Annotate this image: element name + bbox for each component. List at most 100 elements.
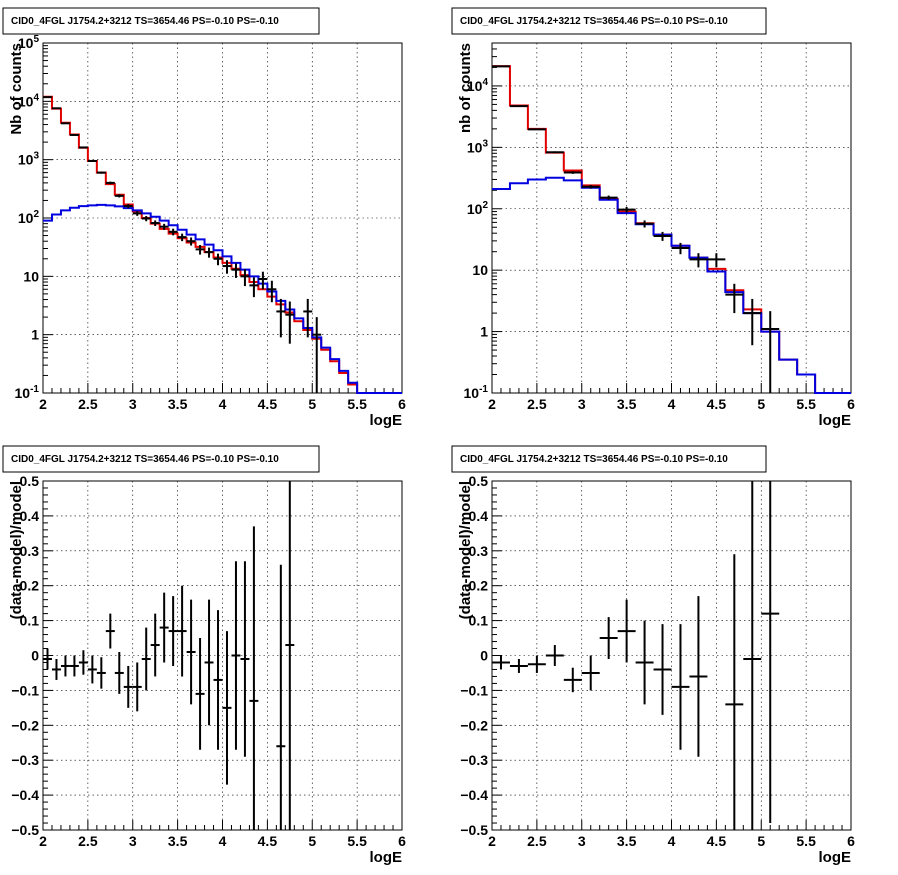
- y-tick-label: 0.2: [469, 578, 489, 594]
- chart-title-box: [2, 7, 320, 35]
- data-point: [87, 655, 97, 684]
- y-tick-label: 103: [467, 138, 489, 155]
- x-tick-label: 3: [129, 833, 137, 849]
- x-tick-label: 4: [668, 833, 676, 849]
- x-axis-label: logE: [370, 412, 403, 429]
- chart-1: CID0_4FGL J1754.2+3212 TS=3654.46 PS=-0.…: [2, 7, 406, 429]
- x-tick-label: 4.5: [258, 396, 278, 412]
- histogram-series-1: [43, 95, 402, 394]
- data-point: [725, 283, 744, 314]
- data-point: [43, 648, 52, 670]
- x-tick-label: 4: [219, 396, 227, 412]
- y-tick-label: 10: [472, 262, 488, 278]
- data-point: [635, 220, 654, 228]
- x-tick-label: 6: [847, 396, 855, 412]
- data-point: [105, 613, 115, 649]
- y-tick-label: 0: [480, 648, 488, 664]
- y-tick-label: 10: [23, 268, 39, 284]
- x-tick-label: 3.5: [617, 396, 637, 412]
- data-point: [150, 613, 160, 677]
- x-tick-label: 3.5: [168, 396, 188, 412]
- data-point: [303, 298, 313, 338]
- x-tick-label: 4.5: [707, 396, 727, 412]
- x-tick-label: 5.5: [796, 833, 816, 849]
- data-point: [581, 655, 600, 691]
- chart-title: CID0_4FGL J1754.2+3212 TS=3654.46 PS=-0.…: [460, 16, 728, 27]
- data-point: [96, 657, 106, 689]
- y-tick-label: 0.4: [20, 508, 40, 524]
- y-tick-label: 0.1: [20, 613, 40, 629]
- x-tick-label: 2: [488, 833, 496, 849]
- chart-title: CID0_4FGL J1754.2+3212 TS=3654.46 PS=-0.…: [460, 454, 728, 465]
- data-point: [240, 269, 250, 287]
- data-point: [617, 599, 636, 663]
- data-point: [132, 211, 142, 216]
- data-point: [123, 204, 133, 209]
- data-point: [240, 561, 250, 757]
- x-tick-label: 5.5: [347, 833, 367, 849]
- data-point: [563, 171, 582, 174]
- data-point: [114, 194, 124, 198]
- chart-title-box: [451, 445, 767, 473]
- y-tick-label: 0.1: [469, 613, 489, 629]
- data-point: [285, 301, 295, 344]
- x-tick-label: 5.5: [347, 396, 367, 412]
- data-point: [51, 658, 61, 680]
- histogram-series-2: [492, 176, 851, 394]
- data-point: [177, 585, 187, 677]
- chart-title-box: [451, 7, 767, 35]
- data-point: [527, 655, 546, 673]
- data-point: [231, 561, 241, 750]
- data-point: [267, 280, 277, 303]
- x-tick-label: 2.5: [527, 833, 547, 849]
- data-point: [761, 481, 780, 824]
- data-point: [60, 655, 70, 677]
- data-point: [78, 146, 88, 149]
- data-point: [671, 624, 690, 750]
- data-point: [204, 247, 214, 258]
- chart-title-box: [2, 445, 320, 473]
- data-point: [599, 617, 618, 659]
- data-point: [204, 599, 214, 726]
- y-tick-label: −0.4: [460, 787, 488, 803]
- data-point: [509, 105, 528, 108]
- chart-title: CID0_4FGL J1754.2+3212 TS=3654.46 PS=-0.…: [11, 16, 279, 27]
- data-point: [186, 237, 196, 246]
- plot-frame: [42, 480, 403, 831]
- x-tick-label: 6: [398, 396, 406, 412]
- y-tick-label: 0.2: [20, 578, 40, 594]
- data-point: [258, 271, 268, 290]
- data-point: [78, 650, 88, 675]
- y-tick-label: −0.1: [11, 682, 39, 698]
- x-axis-label: logE: [819, 849, 852, 866]
- histogram-series-2: [43, 203, 402, 394]
- chart-3: CID0_4FGL J1754.2+3212 TS=3654.46 PS=-0.…: [2, 445, 406, 866]
- data-point: [213, 253, 223, 266]
- data-point: [725, 554, 744, 830]
- y-axis-label: (data-model)/model: [8, 481, 25, 619]
- x-tick-label: 4: [219, 833, 227, 849]
- y-tick-label: 1: [480, 324, 488, 340]
- y-tick-label: 0.5: [20, 473, 40, 489]
- x-tick-label: 4: [668, 396, 676, 412]
- y-tick-label: −0.2: [460, 717, 488, 733]
- data-point: [509, 658, 528, 673]
- data-point: [213, 610, 223, 750]
- y-tick-label: −0.4: [11, 787, 39, 803]
- data-point: [761, 311, 780, 393]
- data-point: [743, 481, 762, 830]
- data-point: [159, 592, 169, 663]
- x-tick-label: 2.5: [527, 396, 547, 412]
- data-point: [743, 298, 762, 346]
- data-point: [545, 151, 564, 154]
- y-tick-label: −0.5: [460, 822, 488, 838]
- chart-2: CID0_4FGL J1754.2+3212 TS=3654.46 PS=-0.…: [451, 7, 855, 429]
- data-point: [222, 260, 232, 274]
- y-tick-label: 0: [31, 648, 39, 664]
- x-axis-label: logE: [819, 412, 852, 429]
- data-point: [492, 655, 510, 670]
- data-point: [168, 596, 178, 666]
- data-point: [222, 631, 232, 785]
- data-point: [186, 599, 196, 705]
- data-point: [141, 216, 151, 222]
